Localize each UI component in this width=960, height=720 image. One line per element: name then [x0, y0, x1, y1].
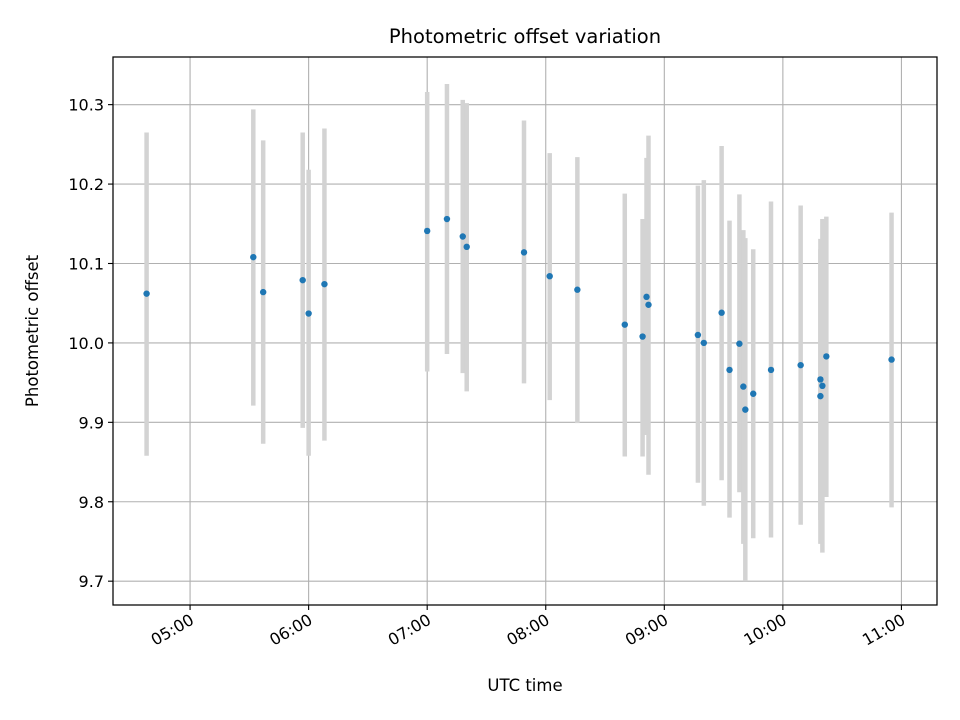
data-point — [546, 273, 553, 280]
y-tick-label: 9.7 — [79, 572, 104, 591]
data-point — [143, 290, 150, 297]
data-point — [459, 233, 466, 240]
data-point — [797, 361, 804, 369]
chart-title: Photometric offset variation — [389, 25, 661, 48]
x-axis-title: UTC time — [487, 676, 562, 695]
data-point — [250, 253, 257, 261]
data-point — [888, 356, 895, 363]
data-point — [736, 340, 743, 347]
data-point — [443, 215, 451, 223]
data-point — [621, 321, 628, 328]
data-point — [321, 280, 328, 288]
data-point — [817, 376, 824, 383]
plot-frame — [112, 56, 938, 606]
data-point — [423, 227, 431, 235]
data-point — [742, 406, 749, 413]
y-tick-label: 10.2 — [68, 175, 104, 194]
data-point — [700, 339, 708, 347]
y-tick-label: 10.1 — [68, 254, 104, 273]
data-point — [750, 390, 757, 397]
data-point — [645, 301, 652, 308]
data-point — [259, 288, 267, 296]
data-point — [639, 333, 646, 340]
data-point — [823, 353, 830, 360]
data-point — [305, 310, 312, 317]
data-point — [740, 383, 747, 390]
data-point — [767, 366, 775, 374]
y-tick-label: 10.3 — [68, 96, 104, 115]
data-point — [574, 286, 581, 293]
data-point — [726, 366, 733, 374]
y-tick-label: 9.8 — [79, 493, 104, 512]
data-point — [520, 249, 528, 256]
data-point — [718, 309, 725, 316]
data-point — [463, 243, 470, 251]
data-point — [819, 382, 826, 389]
data-points — [143, 215, 895, 413]
y-tick-label: 10.0 — [68, 334, 104, 353]
data-point — [694, 331, 702, 339]
data-point — [817, 392, 824, 400]
data-point — [299, 276, 306, 284]
data-point — [643, 293, 650, 301]
y-axis-title: Photometric offset — [23, 254, 42, 407]
y-tick-label: 9.9 — [79, 413, 104, 432]
